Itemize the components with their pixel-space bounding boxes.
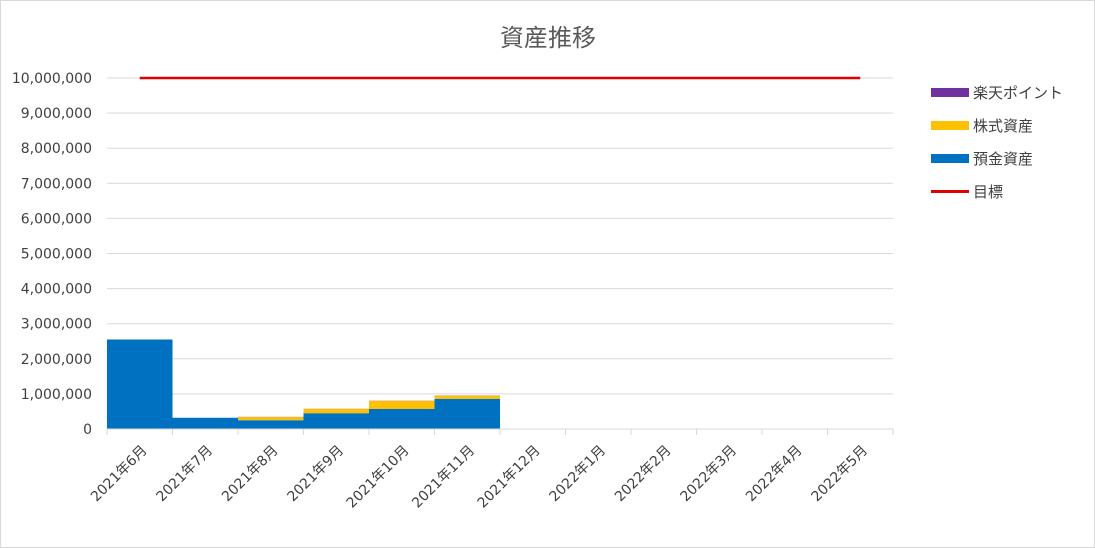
legend-color-swatch (931, 154, 969, 163)
x-tick-label: 2021年7月 (153, 443, 216, 506)
y-tick-label: 2,000,000 (21, 352, 92, 368)
y-axis-tick-labels: 0 1,000,000 2,000,000 3,000,000 4,000,000 5,0… (12, 71, 92, 438)
y-tick-label: 4,000,000 (21, 282, 92, 298)
bar-segment (303, 413, 369, 429)
x-tick-label: 2021年8月 (219, 443, 282, 506)
gridlines (107, 77, 893, 395)
y-tick-label: 0 (83, 422, 92, 438)
bar-segment (107, 339, 173, 429)
bar-segment (172, 417, 238, 429)
legend-item: 楽天ポイント (931, 76, 1063, 109)
x-tick-label: 2022年3月 (677, 443, 740, 506)
y-tick-label: 3,000,000 (21, 317, 92, 333)
y-tick-label: 7,000,000 (21, 176, 92, 192)
x-tick-label: 2021年12月 (475, 443, 544, 512)
legend-line-swatch (931, 190, 969, 193)
y-tick-label: 9,000,000 (21, 106, 92, 122)
legend: 楽天ポイント 株式資産預金資産目標 (931, 76, 1063, 208)
bar-segment (238, 420, 304, 429)
x-tick-label: 2022年2月 (612, 443, 675, 506)
x-axis: 2021年6月 2021年7月 2021年8月 2021年9月2021年10月2021… (88, 428, 894, 512)
y-tick-label: 10,000,000 (12, 71, 92, 87)
bar-segment (369, 408, 435, 429)
legend-label: 株式資産 (973, 117, 1034, 135)
bar-segment (434, 395, 500, 399)
legend-item: 目標 (931, 175, 1063, 208)
x-tick-label: 2022年4月 (743, 443, 806, 506)
x-tick-label: 2021年6月 (88, 443, 151, 506)
bar-segment (369, 400, 435, 409)
y-tick-label: 6,000,000 (21, 211, 92, 227)
x-tick-label: 2022年5月 (808, 443, 871, 506)
bar-segment (238, 417, 304, 421)
x-tick-label: 2021年9月 (284, 443, 347, 506)
bars (107, 339, 500, 429)
legend-label: 目標 (973, 183, 1004, 201)
y-tick-label: 8,000,000 (21, 141, 92, 157)
x-tick-label: 2021年10月 (344, 443, 413, 512)
bar-segment (303, 408, 369, 414)
bar-segment (434, 398, 500, 429)
x-tick-label: 2021年11月 (409, 443, 478, 512)
legend-color-swatch (931, 121, 969, 130)
y-tick-label: 1,000,000 (21, 387, 92, 403)
legend-label: 預金資産 (973, 150, 1034, 168)
legend-item: 預金資産 (931, 142, 1063, 175)
x-tick-label: 2022年1月 (546, 443, 609, 506)
chart-title: 資産推移 (500, 24, 596, 52)
legend-color-swatch (931, 88, 969, 97)
y-tick-label: 5,000,000 (21, 247, 92, 263)
legend-item: 株式資産 (931, 109, 1063, 142)
legend-label: 楽天ポイント (973, 84, 1064, 102)
